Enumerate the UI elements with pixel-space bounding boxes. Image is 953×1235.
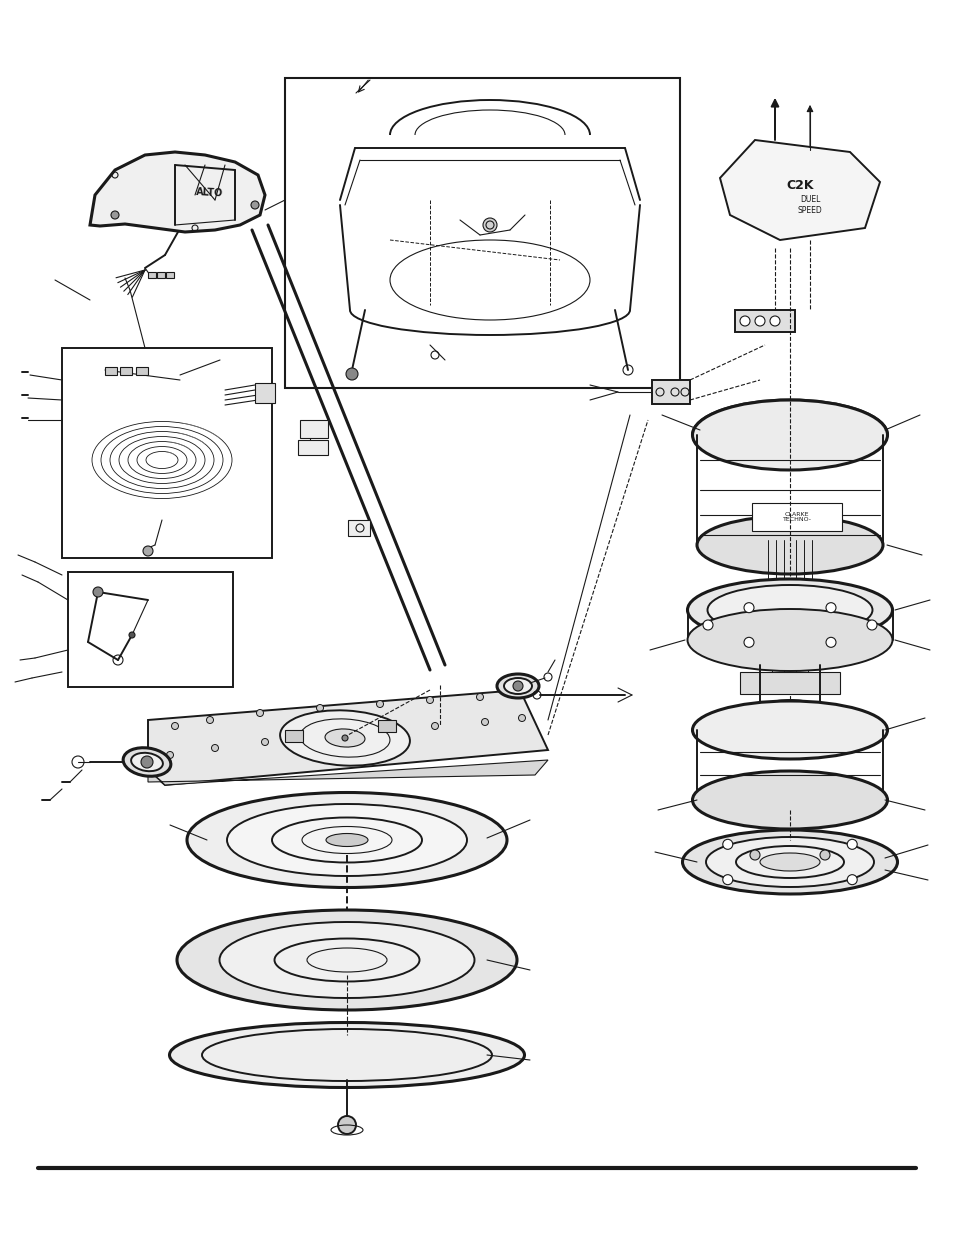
Ellipse shape (187, 793, 506, 888)
Bar (348, 520, 370, 536)
Polygon shape (90, 152, 265, 232)
Text: C2K: C2K (785, 179, 813, 191)
Ellipse shape (692, 771, 886, 829)
Ellipse shape (123, 747, 171, 777)
Ellipse shape (325, 729, 365, 747)
Ellipse shape (177, 910, 517, 1010)
Circle shape (206, 716, 213, 724)
Circle shape (513, 680, 522, 692)
Ellipse shape (687, 579, 892, 641)
Circle shape (346, 368, 357, 380)
Ellipse shape (760, 853, 820, 871)
Circle shape (481, 719, 488, 725)
Ellipse shape (692, 701, 886, 760)
Ellipse shape (497, 674, 538, 698)
Circle shape (769, 316, 780, 326)
Circle shape (743, 603, 753, 613)
Circle shape (743, 637, 753, 647)
Bar (751, 503, 841, 531)
Circle shape (143, 546, 152, 556)
Ellipse shape (219, 923, 474, 998)
Circle shape (111, 211, 119, 219)
Circle shape (846, 840, 857, 850)
Ellipse shape (687, 609, 892, 671)
Bar (136, 367, 148, 375)
Ellipse shape (170, 1023, 524, 1088)
Polygon shape (720, 140, 879, 240)
Circle shape (749, 850, 760, 860)
Circle shape (261, 739, 268, 746)
Circle shape (167, 752, 173, 758)
Ellipse shape (326, 834, 368, 846)
Bar (651, 380, 689, 404)
Circle shape (482, 219, 497, 232)
Ellipse shape (692, 400, 886, 471)
Ellipse shape (227, 804, 467, 876)
Bar (285, 730, 303, 742)
Circle shape (518, 715, 525, 721)
Circle shape (722, 840, 732, 850)
Circle shape (740, 316, 749, 326)
Circle shape (431, 722, 438, 730)
Ellipse shape (707, 585, 872, 635)
Bar (120, 367, 132, 375)
Circle shape (866, 620, 876, 630)
Circle shape (172, 722, 178, 730)
Circle shape (846, 874, 857, 884)
Bar (299, 420, 328, 438)
Text: CLARKE
TECHNO-: CLARKE TECHNO- (781, 511, 811, 522)
Ellipse shape (705, 837, 873, 887)
Circle shape (820, 850, 829, 860)
Circle shape (129, 632, 135, 638)
Circle shape (476, 694, 483, 700)
Circle shape (316, 704, 323, 711)
Bar (285, 78, 679, 388)
Circle shape (754, 316, 764, 326)
Ellipse shape (697, 516, 882, 574)
Ellipse shape (681, 830, 897, 894)
Bar (377, 720, 395, 732)
Circle shape (381, 726, 388, 734)
Circle shape (514, 690, 521, 698)
Circle shape (337, 1116, 355, 1134)
Bar (297, 440, 328, 454)
Circle shape (376, 700, 383, 708)
Polygon shape (148, 690, 547, 785)
Circle shape (256, 709, 263, 716)
Text: DUEL
SPEED: DUEL SPEED (797, 195, 821, 215)
Circle shape (341, 735, 348, 741)
Bar (105, 367, 117, 375)
Bar (254, 383, 274, 403)
Bar (166, 272, 173, 278)
Bar (62, 348, 272, 558)
Ellipse shape (760, 700, 820, 720)
Text: ALTO: ALTO (196, 188, 224, 199)
Circle shape (426, 697, 433, 704)
Circle shape (321, 732, 328, 740)
Circle shape (251, 201, 258, 209)
Bar (68, 572, 233, 687)
Circle shape (722, 874, 732, 884)
Circle shape (92, 587, 103, 597)
Circle shape (702, 620, 712, 630)
Polygon shape (148, 760, 547, 785)
Ellipse shape (131, 753, 163, 771)
Circle shape (212, 745, 218, 752)
Bar (740, 672, 840, 694)
Ellipse shape (280, 710, 410, 766)
Bar (734, 310, 794, 332)
Circle shape (825, 637, 835, 647)
Circle shape (141, 756, 152, 768)
Circle shape (825, 603, 835, 613)
Ellipse shape (503, 678, 532, 694)
Bar (157, 272, 165, 278)
Bar (148, 272, 156, 278)
